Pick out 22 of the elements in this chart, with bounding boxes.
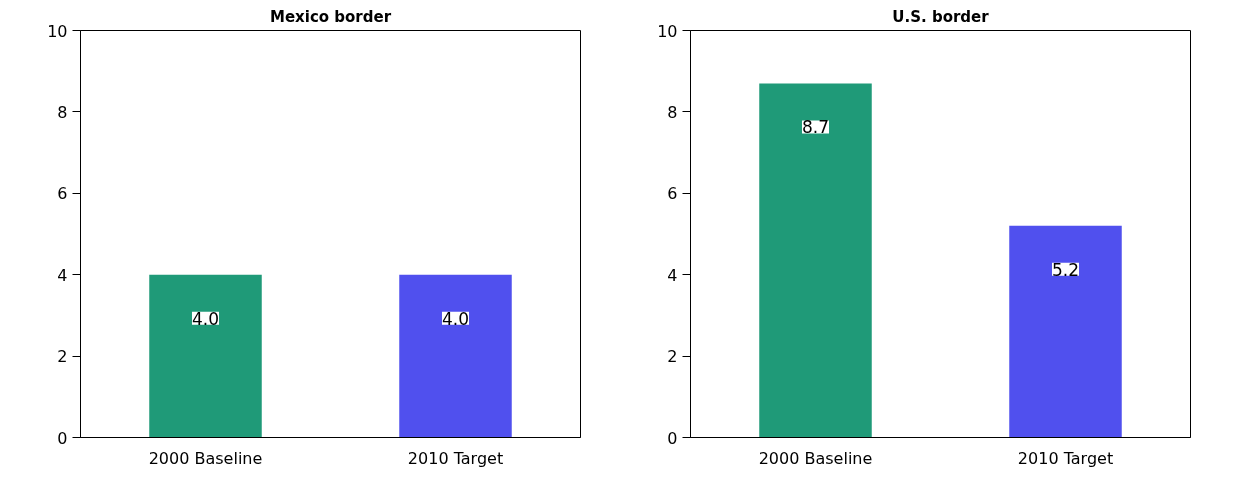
data-label: 4.0 — [191, 308, 220, 329]
y-tick-label: 10 — [47, 21, 68, 41]
x-tick-label: 2000 Baseline — [758, 448, 873, 468]
y-tick-label: 0 — [667, 428, 678, 448]
y-tick-label: 4 — [667, 265, 678, 285]
x-tick-label: 2010 Target — [407, 448, 504, 468]
y-tick-label: 6 — [57, 184, 68, 204]
data-label: 4.0 — [441, 308, 470, 329]
y-tick-label: 10 — [657, 21, 678, 41]
chart-title: U.S. border — [892, 7, 990, 26]
x-tick-label: 2010 Target — [1017, 448, 1114, 468]
data-label: 5.2 — [1051, 259, 1080, 280]
y-tick-label: 8 — [57, 102, 68, 122]
y-tick-label: 6 — [667, 184, 678, 204]
y-tick-label: 0 — [57, 428, 68, 448]
x-tick-label: 2000 Baseline — [148, 448, 263, 468]
y-tick-label: 2 — [57, 347, 68, 367]
y-tick-label: 8 — [667, 102, 678, 122]
y-tick-label: 2 — [667, 347, 678, 367]
y-tick-label: 4 — [57, 265, 68, 285]
chart-title: Mexico border — [269, 7, 392, 26]
data-label: 8.7 — [801, 117, 830, 138]
